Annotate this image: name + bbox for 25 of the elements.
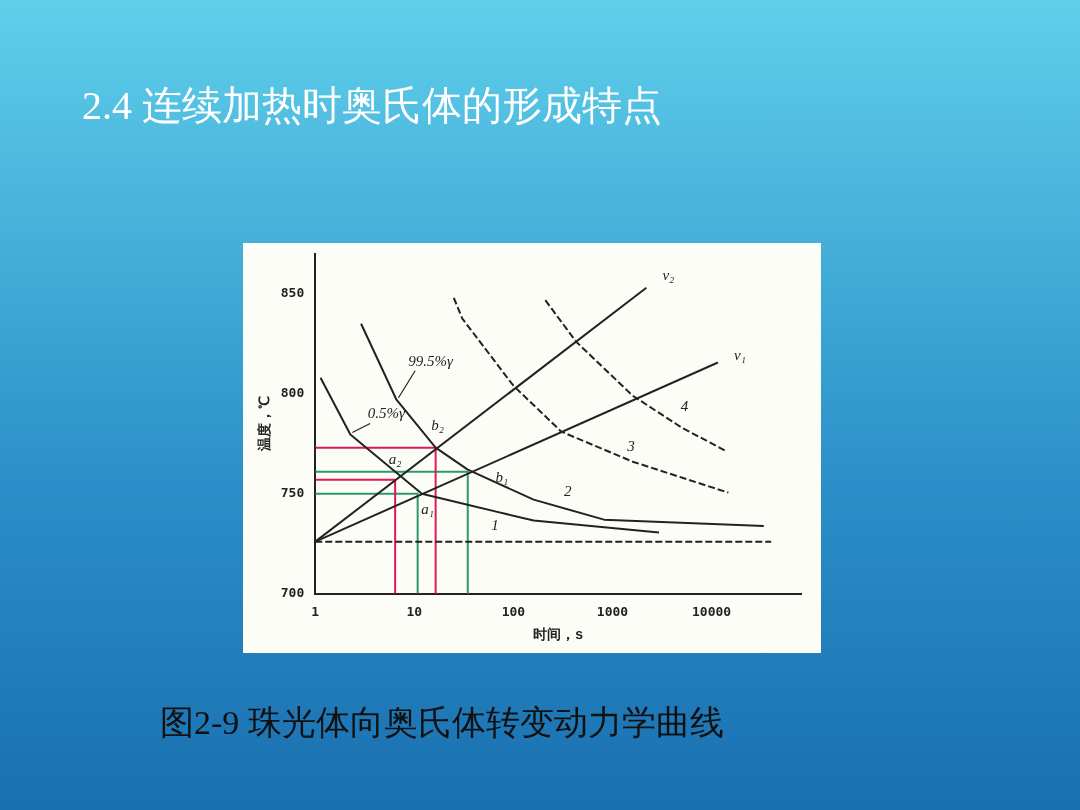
- x-tick-label: 100: [501, 603, 526, 619]
- annotation: a₂: [388, 450, 402, 467]
- annotation: 99.5%γ: [408, 352, 454, 369]
- annotation: 3: [626, 438, 635, 455]
- y-tick-label: 750: [280, 485, 305, 501]
- chart-title: 2.4 连续加热时奥氏体的形成特点: [82, 82, 662, 130]
- annotation: 4: [680, 397, 689, 414]
- annotation: 1: [491, 516, 499, 533]
- x-axis-title: 时间，s: [533, 626, 584, 643]
- x-tick-label: 10000: [691, 603, 732, 619]
- annotation: b₂: [431, 416, 444, 433]
- annotation: 0.5%γ: [367, 405, 407, 422]
- y-axis-title: 温度，℃: [256, 396, 273, 453]
- x-tick-label: 1000: [596, 603, 629, 619]
- x-tick-label: 1: [311, 603, 320, 619]
- x-tick-label: 10: [406, 603, 423, 619]
- y-tick-label: 800: [280, 385, 305, 401]
- y-tick-label: 700: [280, 584, 305, 600]
- annotation: b₁: [495, 468, 509, 485]
- y-tick-label: 850: [280, 285, 305, 301]
- annotation: v₁: [733, 347, 746, 364]
- annotation: a₁: [421, 500, 435, 517]
- annotation: v₂: [662, 266, 675, 283]
- caption: 图2-9 珠光体向奥氏体转变动力学曲线: [160, 703, 724, 743]
- annotation: 2: [564, 482, 573, 499]
